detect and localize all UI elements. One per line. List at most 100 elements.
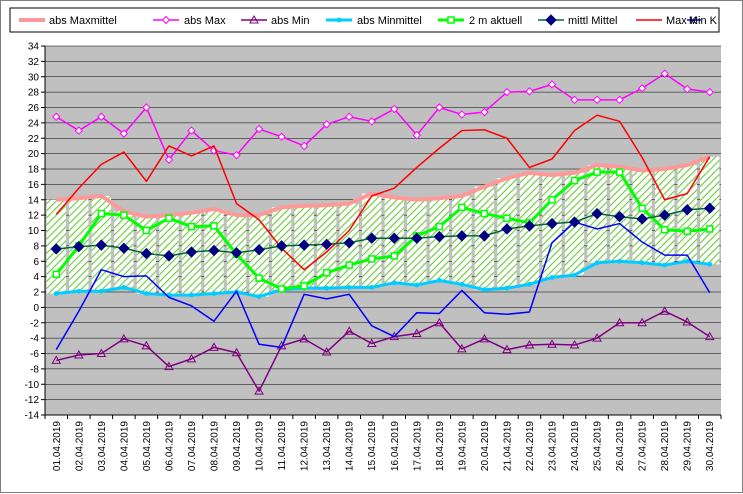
data-point [343, 237, 355, 249]
data-point [255, 274, 263, 282]
x-tick-label: 14.04.2019 [345, 421, 356, 471]
data-point [660, 69, 669, 78]
data-point [142, 103, 151, 112]
data-point [211, 291, 217, 296]
data-point [321, 346, 332, 356]
data-point [275, 240, 288, 252]
data-point [76, 288, 82, 294]
data-point [230, 247, 243, 259]
y-tick-label: 10 [28, 226, 40, 237]
legend-item: abs Min [241, 14, 310, 27]
y-tick-label: 6 [33, 257, 39, 268]
data-point [119, 333, 129, 343]
data-point [547, 80, 557, 89]
data-point [658, 209, 671, 221]
data-point [525, 87, 534, 96]
data-point [231, 347, 242, 357]
x-tick-label: 05.04.2019 [142, 421, 153, 471]
range-bar [249, 215, 269, 297]
data-point [501, 223, 513, 235]
data-point [344, 326, 355, 335]
data-point [682, 84, 692, 94]
data-point [253, 244, 265, 256]
data-point [96, 348, 107, 357]
data-point [322, 269, 331, 277]
data-point [480, 209, 489, 218]
x-tick-label: 20.04.2019 [480, 421, 491, 471]
data-point [120, 211, 128, 219]
data-point [705, 87, 714, 97]
series-max-k [55, 114, 711, 271]
data-point [298, 239, 310, 251]
x-tick-label: 22.04.2019 [525, 421, 536, 471]
data-point [164, 361, 174, 371]
data-point [95, 239, 108, 251]
series-layer [50, 69, 716, 395]
data-point [141, 340, 152, 350]
data-point [121, 284, 127, 290]
data-point [390, 252, 399, 260]
y-tick-label: 8 [33, 241, 39, 252]
x-tick-label: 04.04.2019 [119, 421, 130, 471]
data-point [504, 285, 510, 291]
legend-label: 2 m aktuell [469, 15, 522, 27]
x-tick-label: 27.04.2019 [638, 421, 649, 471]
data-point [412, 130, 422, 140]
series-line [55, 114, 711, 271]
x-tick-label: 21.04.2019 [502, 421, 513, 471]
legend-item: Max K [636, 15, 698, 27]
series-abs-max [52, 69, 714, 164]
x-tick-label: 07.04.2019 [187, 421, 198, 471]
y-tick-label: -8 [30, 364, 39, 375]
legend-label: abs Maxmittel [49, 15, 117, 27]
data-point [98, 288, 104, 294]
data-point [208, 244, 220, 257]
x-tick-label: 15.04.2019 [367, 421, 378, 471]
y-tick-label: -14 [25, 411, 40, 422]
data-point [187, 222, 196, 231]
x-tick-label: 11.04.2019 [277, 421, 288, 471]
x-tick-label: 28.04.2019 [660, 421, 671, 471]
data-point [546, 217, 558, 230]
legend-label: mittl Mittel [568, 15, 618, 27]
data-point [186, 353, 197, 363]
x-tick-label: 25.04.2019 [593, 421, 604, 471]
data-point [502, 87, 512, 97]
data-point [97, 112, 106, 121]
y-axis: -14-12-10-8-6-4-202468101214161820222426… [25, 42, 46, 422]
x-tick-label: 30.04.2019 [705, 421, 716, 471]
data-point [613, 210, 626, 223]
data-point [344, 112, 354, 121]
data-point [569, 340, 580, 349]
data-point [617, 258, 622, 264]
data-point [51, 355, 62, 364]
data-point [209, 342, 219, 351]
legend-item: mittl Mittel [538, 14, 618, 27]
data-point [390, 104, 399, 114]
data-point [523, 220, 536, 232]
data-point [545, 14, 557, 26]
x-tick-label: 02.04.2019 [74, 421, 85, 471]
x-tick-label: 18.04.2019 [435, 421, 446, 471]
data-point [568, 216, 581, 228]
data-point [615, 95, 624, 105]
data-point [163, 250, 175, 262]
legend-item: abs Max [153, 15, 226, 27]
data-point [549, 274, 555, 280]
data-point [300, 282, 308, 290]
y-tick-label: 16 [28, 180, 40, 191]
x-tick-label: 08.04.2019 [210, 421, 221, 471]
data-point [639, 260, 645, 266]
data-point [73, 350, 84, 359]
legend: abs Maxmittel abs Max abs Min abs Minmittel… [19, 14, 718, 27]
data-point [479, 333, 490, 343]
data-point [482, 287, 487, 293]
data-point [594, 260, 600, 266]
y-tick-label: 12 [28, 211, 40, 222]
x-tick-label: 06.04.2019 [164, 421, 175, 471]
data-point [164, 155, 174, 164]
data-point [232, 150, 241, 160]
data-point [591, 207, 603, 220]
